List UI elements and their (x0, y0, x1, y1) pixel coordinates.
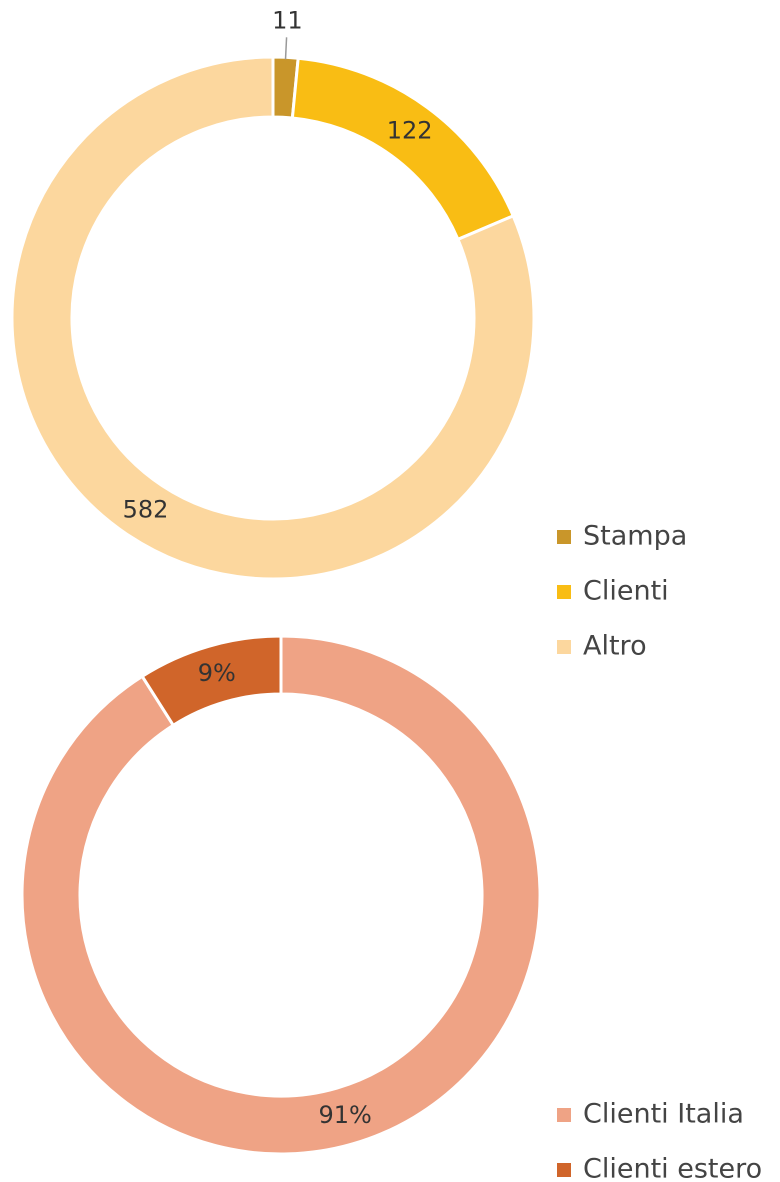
legend-swatch (557, 1163, 571, 1177)
legend-label: Clienti estero (583, 1154, 762, 1182)
leader-line (284, 37, 288, 60)
data-label: 91% (318, 1101, 371, 1129)
donut-slice (290, 56, 516, 242)
legend-swatch (557, 640, 571, 654)
legend-label: Clienti (583, 576, 669, 607)
data-label: 9% (198, 659, 236, 687)
legend-swatch (557, 1108, 571, 1122)
donut-slice (10, 55, 536, 581)
data-label: 582 (123, 496, 169, 524)
data-label: 122 (387, 117, 433, 145)
donut-slice (140, 634, 283, 728)
donut-slice (20, 634, 542, 1156)
data-label: 11 (272, 6, 303, 34)
legend-label: Altro (583, 631, 647, 662)
legend-swatch (557, 585, 571, 599)
legend-swatch (557, 530, 571, 544)
legend-label: Stampa (583, 521, 687, 552)
legend-label: Clienti Italia (583, 1099, 744, 1130)
